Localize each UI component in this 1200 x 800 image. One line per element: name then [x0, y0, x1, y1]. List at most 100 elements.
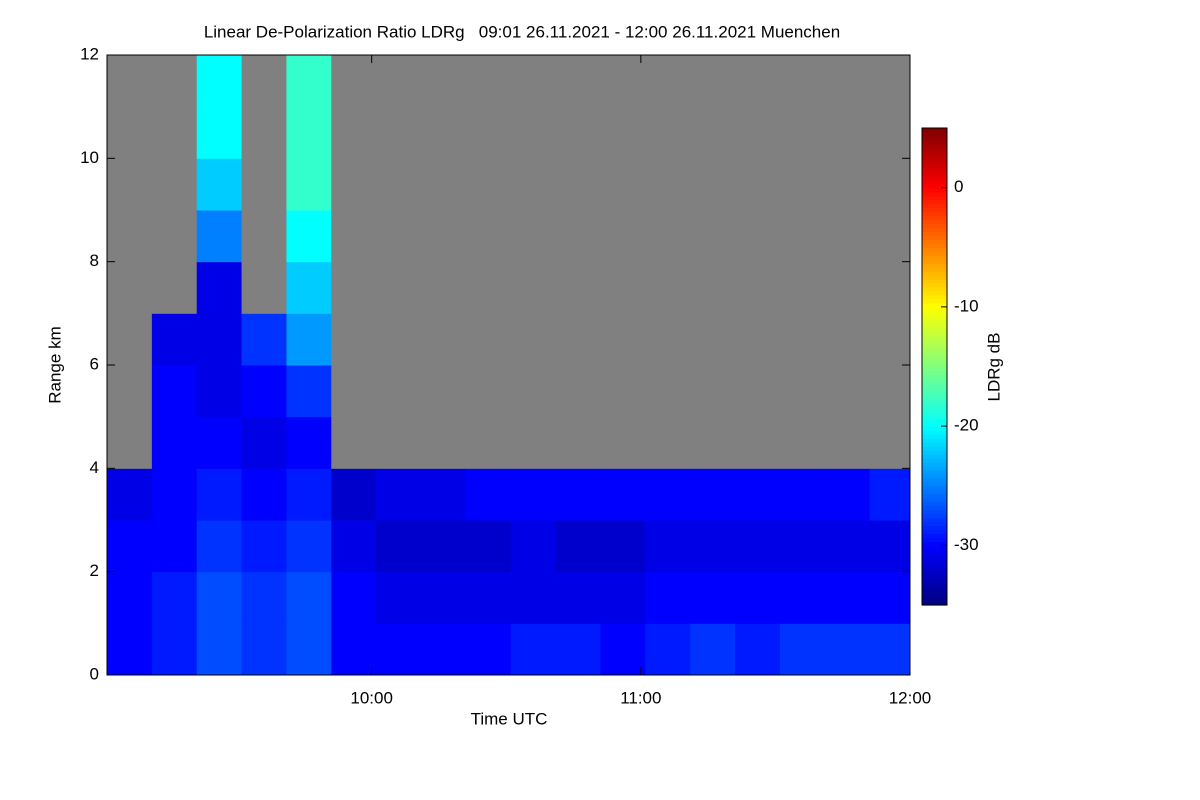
- y-tick-label: 2: [90, 561, 99, 580]
- missing-cell: [331, 158, 377, 211]
- heatmap-cell: [196, 571, 243, 624]
- heatmap-cell: [196, 623, 243, 676]
- heatmap-cell: [151, 623, 198, 676]
- missing-cell: [107, 313, 153, 366]
- missing-cell: [421, 313, 467, 366]
- heatmap-cell: [779, 623, 826, 676]
- colorbar-swatch: [922, 414, 947, 419]
- heatmap-cell: [869, 520, 911, 573]
- missing-cell: [331, 365, 377, 418]
- colorbar-swatch: [922, 398, 947, 403]
- missing-cell: [600, 261, 646, 314]
- x-tick-label: 12:00: [889, 688, 932, 707]
- missing-cell: [465, 106, 512, 159]
- heatmap-cell: [510, 571, 557, 624]
- missing-cell: [376, 261, 422, 314]
- colorbar-swatch: [922, 131, 947, 137]
- colorbar-frame: [921, 127, 948, 606]
- missing-cell: [151, 158, 198, 211]
- missing-cell: [869, 365, 911, 418]
- missing-cell: [690, 106, 736, 159]
- heatmap-cell: [376, 623, 422, 676]
- colorbar-swatch: [922, 493, 947, 499]
- colorbar-swatch: [922, 501, 947, 507]
- colorbar-swatch: [922, 465, 947, 471]
- chart-title: Linear De-Polarization Ratio LDRg 09:01 …: [204, 22, 840, 41]
- missing-cell: [241, 106, 287, 159]
- missing-cell: [465, 365, 512, 418]
- missing-cell: [107, 158, 153, 211]
- heatmap-cell: [151, 571, 198, 624]
- colorbar-swatch: [922, 374, 947, 380]
- heatmap-cell: [331, 571, 377, 624]
- colorbar-swatch: [922, 521, 947, 527]
- missing-cell: [779, 55, 826, 108]
- missing-cell: [869, 261, 911, 314]
- missing-cell: [555, 416, 601, 469]
- heatmap-cell: [331, 468, 377, 521]
- heatmap-cell: [465, 571, 512, 624]
- missing-cell: [107, 55, 153, 108]
- missing-cell: [465, 210, 512, 263]
- heatmap-cell: [286, 313, 332, 366]
- heatmap-cell: [690, 623, 736, 676]
- colorbar-swatch: [922, 481, 947, 487]
- colorbar-swatch: [922, 525, 947, 531]
- missing-cell: [421, 416, 467, 469]
- missing-cell: [735, 106, 781, 159]
- y-axis-label: Range km: [45, 326, 64, 403]
- colorbar-swatch: [922, 438, 947, 443]
- heatmap-cell: [376, 571, 422, 624]
- missing-cell: [690, 416, 736, 469]
- colorbar-swatch: [922, 187, 947, 193]
- heatmap-cell: [690, 571, 736, 624]
- x-axis-label: Time UTC: [471, 709, 548, 728]
- missing-cell: [421, 210, 467, 263]
- y-tick-label: 6: [90, 354, 99, 373]
- missing-cell: [645, 416, 691, 469]
- heatmap-cell: [645, 623, 691, 676]
- heatmap-cell: [107, 468, 153, 521]
- heatmap-cell: [241, 365, 287, 418]
- colorbar-swatch: [922, 155, 947, 161]
- colorbar-swatch: [922, 529, 947, 535]
- heatmap-cell: [196, 158, 243, 211]
- colorbar-swatch: [922, 517, 947, 523]
- heatmap-cell: [824, 468, 871, 521]
- missing-cell: [510, 313, 557, 366]
- missing-cell: [376, 416, 422, 469]
- missing-cell: [645, 261, 691, 314]
- missing-cell: [107, 261, 153, 314]
- colorbar-swatch: [922, 461, 947, 467]
- heatmap-cell: [645, 468, 691, 521]
- colorbar-swatch: [922, 215, 947, 221]
- missing-cell: [779, 416, 826, 469]
- colorbar-swatch: [922, 219, 947, 224]
- missing-cell: [735, 210, 781, 263]
- heatmap-cell: [555, 623, 601, 676]
- missing-cell: [824, 158, 871, 211]
- colorbar-swatch: [922, 247, 947, 252]
- heatmap-cell: [869, 468, 911, 521]
- heatmap-cell: [241, 416, 287, 469]
- missing-cell: [600, 416, 646, 469]
- missing-cell: [376, 365, 422, 418]
- y-tick-label: 8: [90, 251, 99, 270]
- colorbar-swatch: [922, 541, 947, 546]
- colorbar-swatch: [922, 469, 947, 475]
- colorbar-swatch: [922, 593, 947, 598]
- colorbar-tick-label: -10: [954, 296, 979, 315]
- missing-cell: [869, 416, 911, 469]
- colorbar-swatch: [922, 442, 947, 447]
- missing-cell: [465, 261, 512, 314]
- colorbar-swatch: [922, 279, 947, 284]
- missing-cell: [331, 416, 377, 469]
- colorbar-swatch: [922, 318, 947, 324]
- heatmap-cell: [421, 623, 467, 676]
- colorbar-swatch: [922, 573, 947, 578]
- missing-cell: [735, 365, 781, 418]
- missing-cell: [869, 158, 911, 211]
- colorbar-swatch: [922, 298, 947, 304]
- x-tick-label: 11:00: [620, 688, 661, 707]
- colorbar-swatch: [922, 235, 947, 240]
